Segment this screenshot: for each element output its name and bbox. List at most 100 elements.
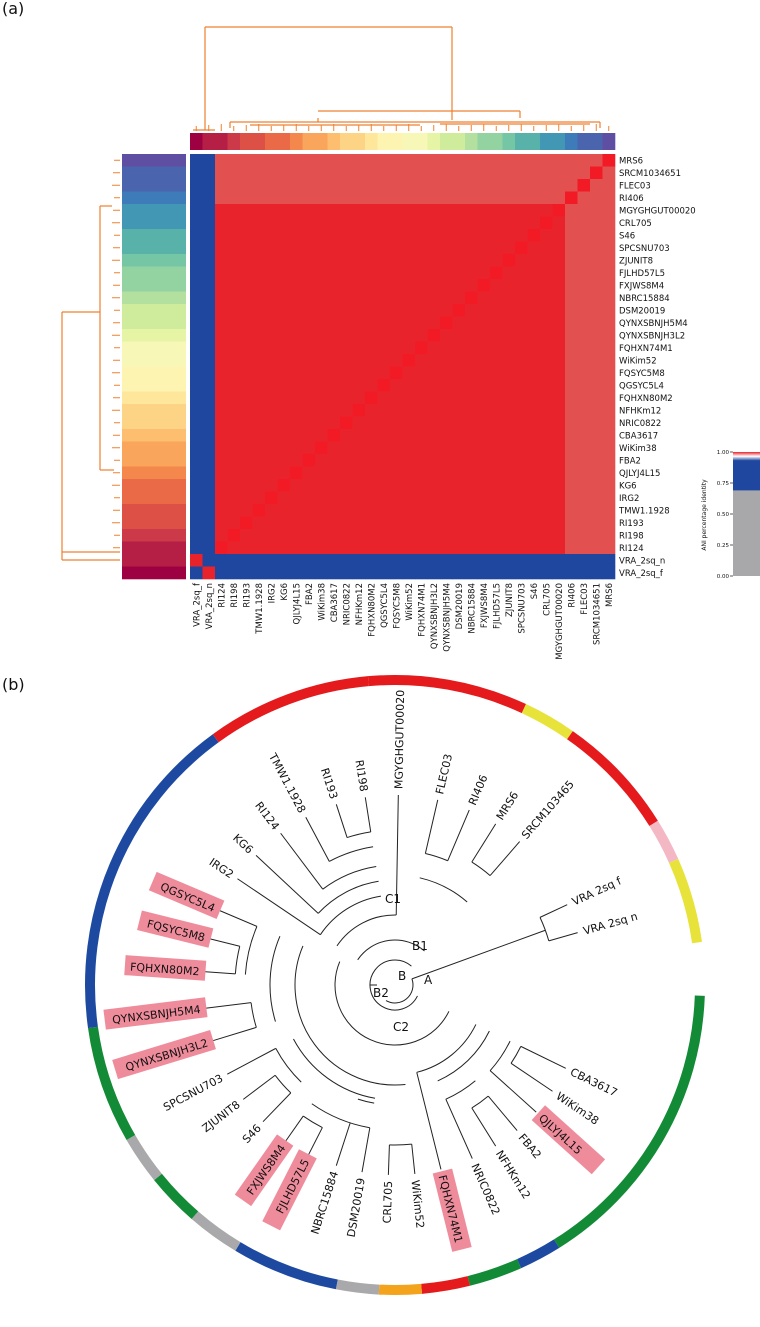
heatmap-cell <box>565 279 578 292</box>
heatmap-cell <box>365 204 378 217</box>
heatmap-cell <box>215 541 228 555</box>
heatmap-cell <box>252 279 266 292</box>
heatmap-cell <box>377 329 391 342</box>
heatmap-cell <box>190 241 203 255</box>
heatmap-cell <box>477 291 491 305</box>
heatmap-cell <box>452 441 466 455</box>
heatmap-cell <box>415 341 428 355</box>
heatmap-cell <box>552 441 566 455</box>
heatmap-cell <box>515 204 528 217</box>
column-label: VRA_2sq_n <box>205 583 215 629</box>
row-label: TMW1.1928 <box>618 506 670 516</box>
heatmap-cell <box>427 516 441 530</box>
heatmap-cell <box>527 366 541 380</box>
heatmap-cell <box>190 529 203 542</box>
column-label: QYNXSBNJH3L2 <box>430 583 440 649</box>
heatmap-cell <box>327 291 341 305</box>
clade-ring-segment <box>191 1211 241 1251</box>
node-label-b: B <box>398 969 406 983</box>
heatmap-cell <box>340 391 353 405</box>
heatmap-cell <box>402 479 416 492</box>
heatmap-cell <box>265 291 278 305</box>
heatmap-cell <box>515 491 528 505</box>
heatmap-cell <box>540 279 553 292</box>
column-label: TMW1.1928 <box>255 583 265 635</box>
heatmap-cell <box>577 204 591 217</box>
heatmap-cell <box>290 516 303 530</box>
heatmap-cell <box>277 316 291 330</box>
heatmap-cell <box>415 391 428 405</box>
heatmap-cell <box>540 354 553 367</box>
heatmap-cell <box>202 516 216 530</box>
heatmap-cell <box>327 216 341 230</box>
column-label: WiKim52 <box>405 583 415 621</box>
heatmap-cell <box>277 304 291 317</box>
heatmap-cell <box>377 191 391 205</box>
heatmap-cell <box>540 554 553 567</box>
column-label: NBRC15884 <box>467 583 477 634</box>
heatmap-cell <box>565 541 578 555</box>
tree-branch <box>285 1115 304 1141</box>
heatmap-cell <box>190 266 203 280</box>
clade-ring-segment <box>521 704 573 740</box>
heatmap-cell <box>315 391 328 405</box>
heatmap-cell <box>602 516 616 530</box>
heatmap-cell <box>240 416 253 430</box>
row-color-swatch <box>122 541 186 555</box>
heatmap-cell <box>540 216 553 230</box>
highlight-box <box>148 871 225 920</box>
column-label: FLEC03 <box>580 583 590 615</box>
heatmap-cell <box>215 254 228 267</box>
heatmap-cell <box>590 429 603 442</box>
row-color-swatch <box>122 241 186 255</box>
heatmap-cell <box>227 416 241 430</box>
heatmap-cell <box>190 391 203 405</box>
heatmap-cell <box>390 179 403 192</box>
tree-branch <box>237 878 321 936</box>
heatmap-cell <box>240 179 253 192</box>
tree-branch <box>416 1024 477 1073</box>
heatmap-cell <box>527 554 541 567</box>
heatmap-cell <box>265 416 278 430</box>
heatmap-cell <box>390 329 403 342</box>
heatmap-cell <box>377 541 391 555</box>
heatmap-cell <box>490 354 503 367</box>
heatmap-cell <box>202 454 216 467</box>
heatmap-cell <box>265 329 278 342</box>
heatmap-cell <box>452 266 466 280</box>
heatmap-cell <box>477 329 491 342</box>
heatmap-cell <box>452 366 466 380</box>
column-label: ZJUNIT8 <box>505 583 515 617</box>
heatmap-cell <box>340 491 353 505</box>
heatmap-cell <box>252 204 266 217</box>
heatmap-cell <box>390 241 403 255</box>
column-label: FQSYC5M8 <box>392 583 402 629</box>
heatmap-cell <box>590 191 603 205</box>
heatmap-cell <box>252 554 266 567</box>
heatmap-cell <box>365 179 378 192</box>
heatmap-cell <box>315 404 328 417</box>
heatmap-cell <box>427 541 441 555</box>
heatmap-cell <box>540 229 553 242</box>
heatmap-cell <box>527 566 541 580</box>
heatmap-cell <box>240 216 253 230</box>
row-label: SPCSNU703 <box>619 244 670 254</box>
heatmap-cell <box>202 366 216 380</box>
heatmap-cell <box>427 316 441 330</box>
heatmap-cell <box>190 566 203 580</box>
heatmap-cell <box>390 216 403 230</box>
tree-branch <box>234 946 241 974</box>
heatmap-cell <box>477 566 491 580</box>
heatmap-cell <box>527 354 541 367</box>
heatmap-cell <box>277 154 291 167</box>
heatmap-cell <box>465 479 478 492</box>
heatmap-cell <box>315 316 328 330</box>
column-label: VRA_2sq_f <box>192 582 202 627</box>
heatmap-cell <box>190 179 203 192</box>
clade-ring-segment <box>669 858 702 944</box>
heatmap-cell <box>240 204 253 217</box>
heatmap-cell <box>315 416 328 430</box>
highlight-box <box>112 1030 216 1080</box>
tree-branch <box>302 1115 323 1129</box>
